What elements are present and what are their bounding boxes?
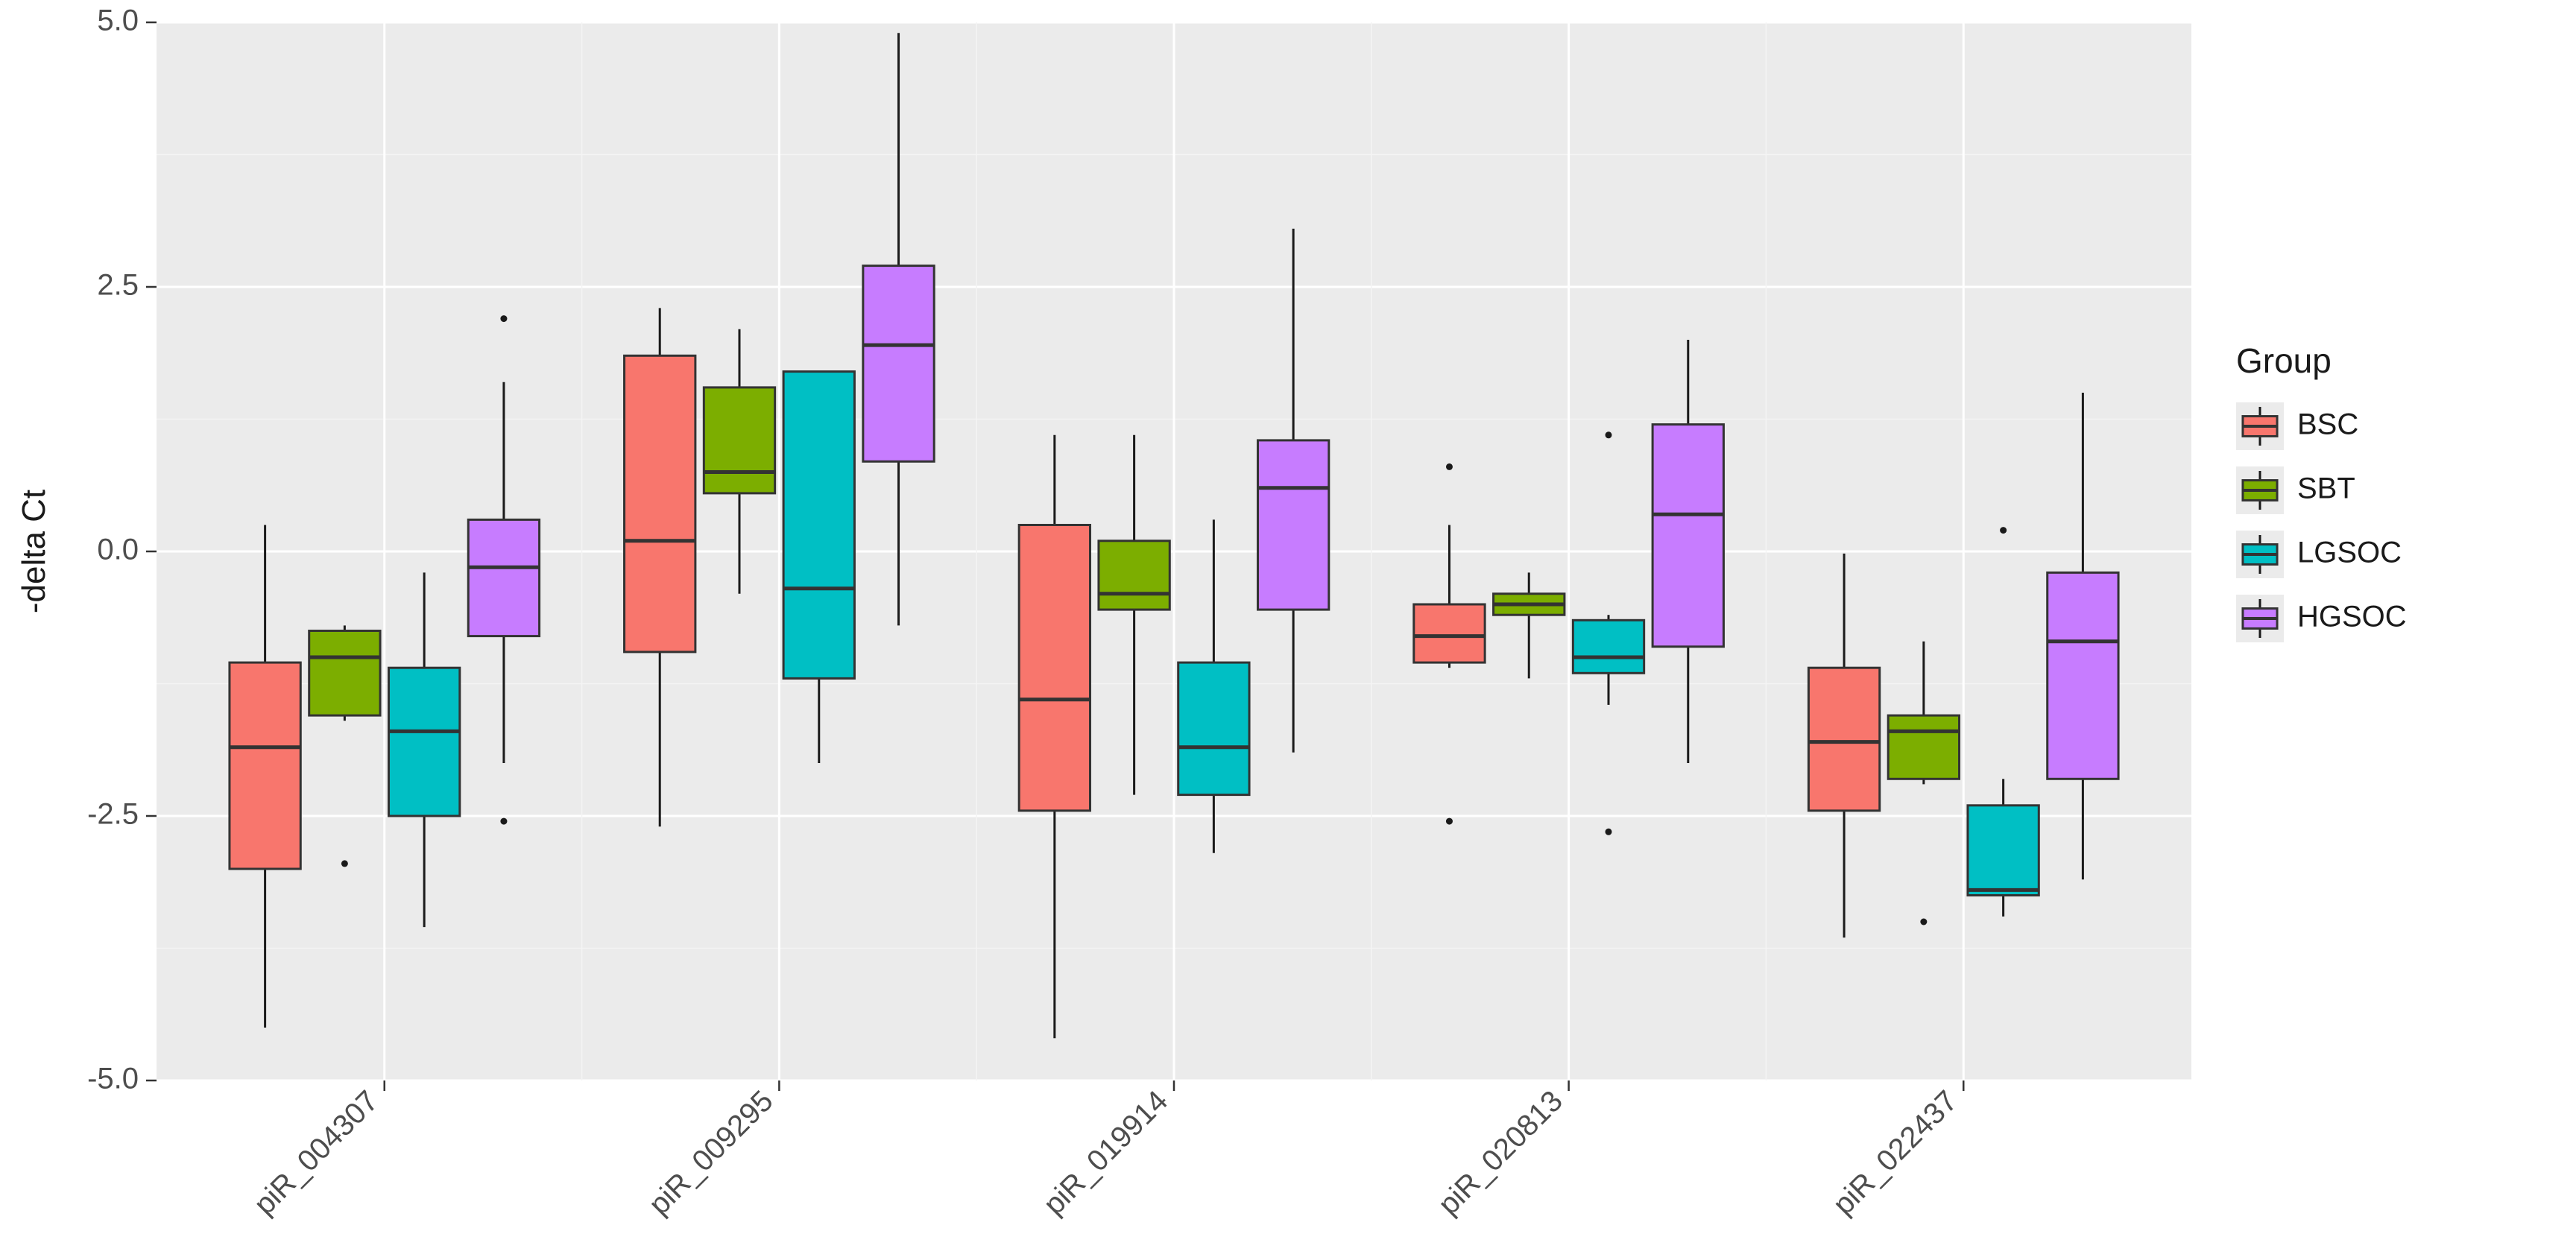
outlier-point xyxy=(500,315,507,322)
y-tick-label: 2.5 xyxy=(97,269,139,302)
outlier-point xyxy=(341,860,348,867)
legend-title: Group xyxy=(2236,341,2332,380)
y-axis-label: -delta Ct xyxy=(16,490,52,613)
x-tick-label: piR_020813 xyxy=(1432,1084,1569,1221)
y-tick-label: 0.0 xyxy=(97,534,139,566)
y-tick-label: -5.0 xyxy=(87,1063,139,1095)
y-tick-label: -2.5 xyxy=(87,798,139,831)
y-tick-label: 5.0 xyxy=(97,4,139,37)
x-tick-label: piR_019914 xyxy=(1038,1084,1175,1221)
outlier-point xyxy=(1446,818,1453,825)
outlier-point xyxy=(1446,463,1453,470)
x-tick-label: piR_022437 xyxy=(1827,1084,1964,1221)
legend-label-HGSOC: HGSOC xyxy=(2297,601,2407,633)
boxplot-chart: -5.0 -2.5 0.0 2.5 5.0 -delta Ct piR_004307 piR_… xyxy=(0,0,2576,1234)
outlier-point xyxy=(1606,829,1612,835)
outlier-point xyxy=(500,818,507,825)
outlier-point xyxy=(1606,431,1612,438)
x-tick-label: piR_004307 xyxy=(247,1084,385,1221)
legend-label-LGSOC: LGSOC xyxy=(2297,537,2402,569)
legend-label-BSC: BSC xyxy=(2297,408,2358,441)
legend-label-SBT: SBT xyxy=(2297,472,2355,505)
outlier-point xyxy=(1920,919,1927,926)
outlier-point xyxy=(2000,527,2007,534)
x-tick-label: piR_009295 xyxy=(643,1084,780,1221)
legend: Group BSC SBT LGSOC HGSOC xyxy=(2236,341,2407,642)
